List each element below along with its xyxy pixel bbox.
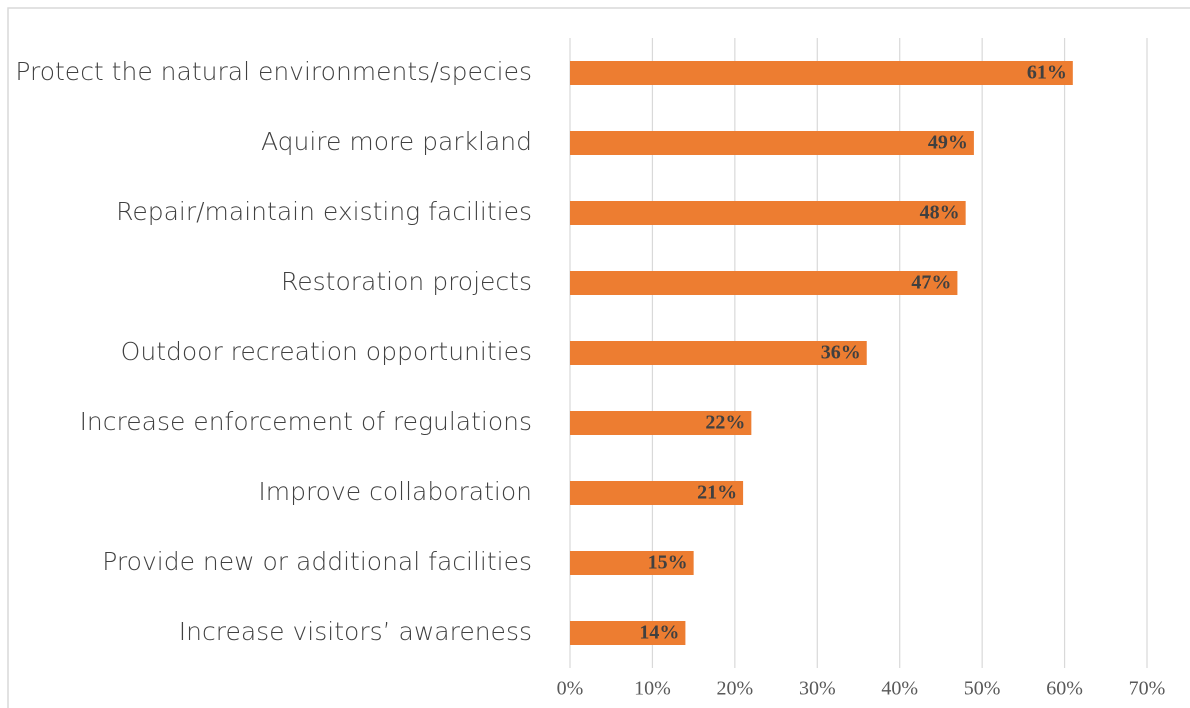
value-label: 36% <box>821 342 861 364</box>
value-label: 61% <box>1027 62 1067 84</box>
value-label: 14% <box>639 622 679 644</box>
y-tick-label: Protect the natural environments/species <box>15 57 532 86</box>
y-tick-label: Improve collaboration <box>258 477 532 506</box>
value-label: 22% <box>705 412 745 434</box>
bar <box>570 201 966 225</box>
bar <box>570 551 694 575</box>
y-tick-label: Aquire more parkland <box>261 127 532 156</box>
bar <box>570 621 686 645</box>
x-tick-label: 60% <box>1046 678 1083 700</box>
bar <box>570 481 744 505</box>
value-label: 47% <box>911 272 951 294</box>
x-tick-label: 30% <box>799 678 836 700</box>
value-label: 21% <box>697 482 737 504</box>
value-label: 15% <box>648 552 688 574</box>
x-tick-label: 70% <box>1129 678 1166 700</box>
y-tick-label: Increase enforcement of regulations <box>80 407 532 436</box>
bar <box>570 61 1073 85</box>
bar <box>570 271 958 295</box>
value-label: 48% <box>920 202 960 224</box>
x-tick-label: 20% <box>717 678 754 700</box>
x-tick-label: 40% <box>881 678 918 700</box>
y-tick-label: Increase visitors’ awareness <box>179 617 532 646</box>
chart-frame <box>7 7 1190 708</box>
x-tick-label: 10% <box>634 678 671 700</box>
x-tick-label: 0% <box>557 678 584 700</box>
y-tick-label: Restoration projects <box>281 267 532 296</box>
y-tick-label: Provide new or additional facilities <box>102 547 532 576</box>
bar <box>570 131 974 155</box>
value-label: 49% <box>928 132 968 154</box>
x-tick-label: 50% <box>964 678 1001 700</box>
y-tick-label: Repair/maintain existing facilities <box>116 197 532 226</box>
y-tick-label: Outdoor recreation opportunities <box>121 337 532 366</box>
bar <box>570 411 752 435</box>
bar <box>570 341 867 365</box>
